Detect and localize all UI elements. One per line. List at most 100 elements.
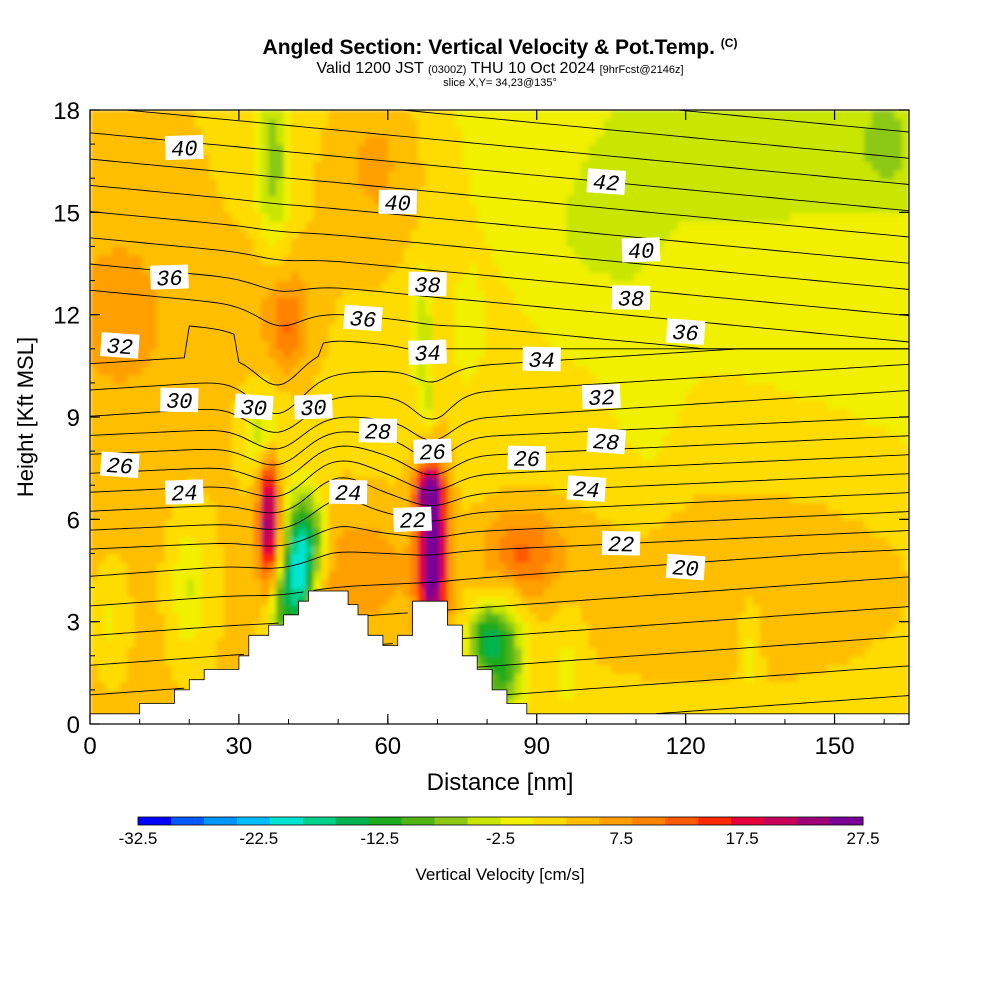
colorbar-label: Vertical Velocity [cm/s]	[415, 865, 584, 884]
isentrope-38	[90, 184, 909, 264]
colorbar-swatch	[171, 817, 205, 825]
chart-title-main: Angled Section: Vertical Velocity & Pot.…	[262, 36, 715, 59]
contour-label-text: 24	[335, 482, 362, 507]
contour-label-box	[665, 553, 706, 581]
contour-label: 38	[408, 271, 447, 299]
isentrope-39	[90, 158, 909, 238]
y-tick-label: 18	[53, 98, 80, 125]
contour-label-box	[100, 332, 140, 359]
contour-label-text: 36	[156, 267, 183, 293]
colorbar-swatch	[138, 817, 172, 825]
isentrope-24	[90, 511, 909, 550]
contour-label-text: 26	[106, 454, 134, 481]
colorbar-swatch	[467, 817, 501, 825]
contour-label: 30	[160, 387, 199, 415]
isentrope-40	[90, 132, 909, 212]
contour-label-text: 24	[171, 482, 198, 508]
colorbar-swatch	[302, 817, 337, 825]
y-tick-label: 3	[67, 610, 80, 637]
contour-label-text: 22	[399, 509, 426, 535]
y-tick-label: 9	[67, 405, 80, 432]
x-tick-label: 90	[523, 733, 550, 760]
isentrope-17	[655, 695, 909, 715]
contour-label-box	[665, 318, 706, 345]
colorbar-tick-label: -2.5	[486, 829, 515, 848]
contour-label-text: 20	[671, 556, 699, 583]
colorbar-frame	[137, 816, 864, 826]
colorbar-swatch	[566, 817, 600, 825]
contour-label-text: 40	[384, 192, 411, 217]
contour-label: 30	[234, 393, 274, 423]
colorbar-swatch	[731, 817, 765, 825]
contour-label: 28	[586, 427, 626, 457]
colorbar-swatch	[434, 817, 469, 825]
isentrope-43	[672, 110, 909, 133]
contour-label: 22	[601, 530, 641, 558]
contour-label-box	[586, 427, 626, 455]
contour-label-text: 30	[300, 396, 327, 422]
isentrope-29	[90, 416, 909, 466]
contour-label-text: 32	[106, 335, 134, 362]
contour-label-text: 38	[618, 287, 645, 312]
colorbar-swatch	[599, 817, 633, 825]
isentrope-23	[90, 530, 909, 577]
colorbar-swatch	[698, 817, 732, 825]
x-axis-label: Distance [nm]	[427, 769, 574, 796]
colorbar-tick-label: 7.5	[609, 829, 633, 848]
contour-label-box	[393, 506, 433, 532]
contour-label-box	[522, 346, 561, 372]
contour-label-box	[408, 339, 447, 365]
isentrope-27	[90, 454, 909, 498]
contour-label-box	[149, 264, 189, 290]
contour-label-text: 40	[171, 137, 198, 163]
contour-label: 26	[507, 445, 547, 473]
copyright-mark: (C)	[720, 36, 738, 50]
isentrope-44	[90, 28, 909, 106]
contour-label-box	[234, 393, 274, 421]
contour-label: 26	[100, 451, 140, 481]
contour-label: 22	[393, 506, 433, 535]
valid-time: Valid 1200 JST	[316, 60, 424, 77]
contour-label-box	[293, 394, 333, 420]
contour-label-box	[611, 285, 651, 310]
isentrope-46	[90, 8, 909, 54]
colorbar-tick-label: 17.5	[726, 829, 759, 848]
contour-label: 34	[408, 339, 447, 368]
contour-label-text: 30	[240, 396, 268, 423]
chart-subtitle: Valid 1200 JST (0300Z) THU 10 Oct 2024 […	[0, 60, 1000, 78]
colorbar: -32.5 -22.5 -12.5 -2.5 7.5 17.5 27.5	[119, 816, 880, 848]
contour-label: 36	[665, 318, 706, 348]
contour-label-box	[358, 418, 398, 443]
contour-label: 32	[100, 332, 140, 362]
isentrope-36	[90, 237, 909, 317]
contour-label: 36	[343, 304, 383, 334]
colorbar-swatch	[533, 817, 567, 825]
forecast-info: [9hrFcst@2146z]	[599, 64, 684, 76]
colorbar-swatch	[632, 817, 666, 825]
potential-temperature-contours	[90, 8, 909, 715]
isentrope-45	[90, 8, 909, 80]
colorbar-swatch	[335, 817, 370, 825]
contour-label: 26	[413, 438, 452, 467]
x-tick-label: 120	[666, 733, 706, 760]
contour-label-box	[343, 304, 383, 332]
contour-label-text: 26	[513, 448, 540, 473]
contour-label-box	[164, 134, 204, 161]
colorbar-swatch	[236, 817, 271, 825]
contour-label-text: 36	[349, 307, 377, 334]
contour-label: 36	[149, 264, 189, 293]
y-tick-label: 0	[67, 712, 80, 739]
colorbar-swatch	[269, 817, 304, 825]
y-axis-label: Height [Kft MSL]	[13, 337, 38, 497]
colorbar-swatch	[203, 817, 238, 825]
colorbar-tick-label: -22.5	[239, 829, 278, 848]
x-tick-label: 60	[374, 733, 401, 760]
colorbar-tick-label: -12.5	[360, 829, 399, 848]
isentrope-28	[90, 435, 909, 482]
contour-label-text: 28	[364, 420, 391, 445]
contour-label-box	[586, 168, 626, 195]
contour-label: 32	[581, 383, 621, 412]
contour-label-box	[160, 387, 199, 413]
isentrope-35	[90, 263, 909, 343]
contour-label-box	[601, 530, 641, 556]
